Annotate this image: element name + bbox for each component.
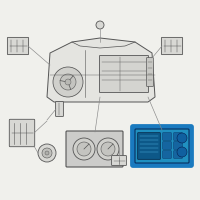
FancyBboxPatch shape [174,151,182,158]
Circle shape [101,142,115,156]
Circle shape [77,142,91,156]
FancyBboxPatch shape [174,142,182,149]
FancyBboxPatch shape [163,133,171,140]
FancyBboxPatch shape [7,37,29,55]
Circle shape [60,74,76,90]
FancyBboxPatch shape [163,142,171,149]
Circle shape [177,147,187,157]
FancyBboxPatch shape [66,131,123,167]
Circle shape [53,67,83,97]
Circle shape [73,138,95,160]
FancyBboxPatch shape [56,102,63,116]
FancyBboxPatch shape [9,119,35,147]
FancyBboxPatch shape [100,55,148,92]
FancyBboxPatch shape [132,126,192,166]
FancyBboxPatch shape [163,151,171,158]
FancyBboxPatch shape [147,58,153,86]
Circle shape [177,133,187,143]
FancyBboxPatch shape [112,156,126,165]
FancyBboxPatch shape [174,133,182,140]
Circle shape [97,138,119,160]
FancyBboxPatch shape [138,133,160,159]
FancyBboxPatch shape [135,129,189,163]
Polygon shape [47,38,155,102]
Circle shape [45,151,49,155]
Circle shape [42,148,52,158]
Circle shape [96,21,104,29]
FancyBboxPatch shape [161,37,183,55]
Circle shape [38,144,56,162]
Circle shape [65,79,71,85]
